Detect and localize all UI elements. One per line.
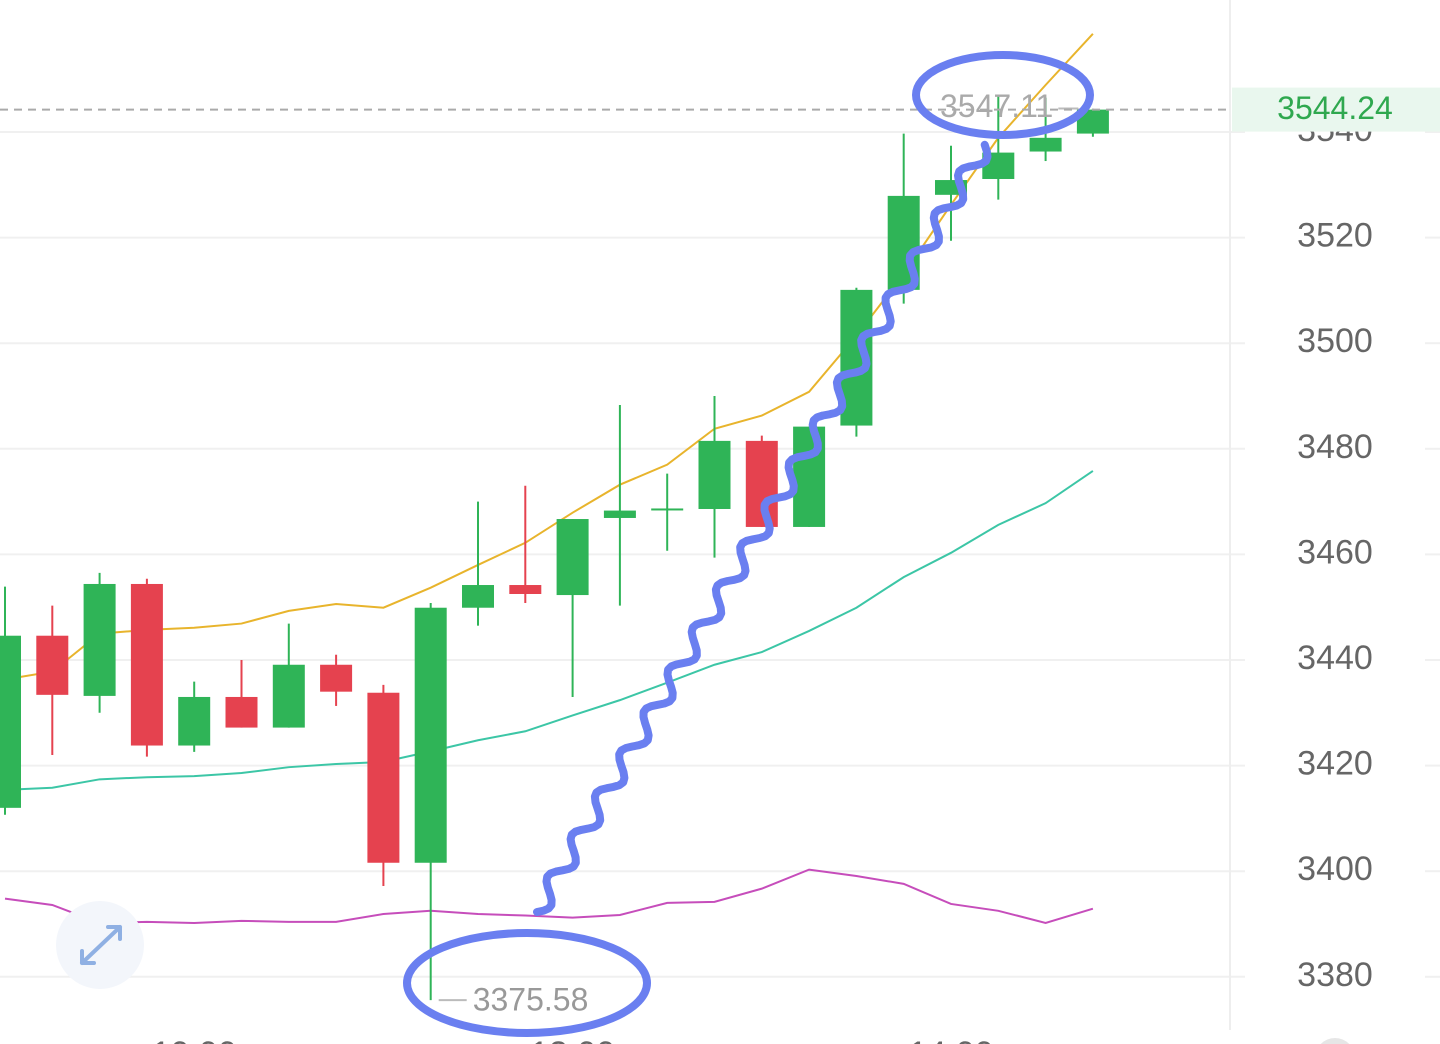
candle-body <box>83 583 116 696</box>
candle-body <box>178 696 211 746</box>
moving-averages <box>4 33 1094 924</box>
x-tick-label: 14:00 <box>908 1035 993 1044</box>
candle-body <box>414 607 447 863</box>
y-tick-label: 3520 <box>1297 217 1373 255</box>
x-tick-label: 10:00 <box>152 1035 237 1044</box>
y-tick-label: 3480 <box>1297 428 1373 466</box>
candle-body <box>698 440 731 509</box>
grid <box>0 131 1440 978</box>
y-tick-label: 3460 <box>1297 533 1373 571</box>
candle-body <box>509 585 542 594</box>
candle-body <box>1076 109 1109 134</box>
ma-line <box>4 33 1094 681</box>
y-tick-label: 3440 <box>1297 639 1373 677</box>
labels: 33803400342034403460348035003520354010:0… <box>0 87 1440 1044</box>
min-label: 3375.58 <box>473 982 589 1018</box>
max-label: 3547.11 <box>940 88 1053 124</box>
highlight-ellipse <box>403 929 651 1037</box>
candle-body <box>320 664 353 692</box>
candle-body <box>603 510 636 518</box>
x-tick-label: 13:00 <box>530 1035 615 1044</box>
candle-body <box>130 583 163 746</box>
y-tick-label: 3400 <box>1297 850 1373 888</box>
candle-body <box>36 635 69 695</box>
candle-body <box>225 696 258 728</box>
highlight-ellipse <box>912 51 1094 139</box>
candle-body <box>556 519 589 596</box>
candle-body <box>0 635 21 808</box>
squiggle-arrow <box>533 140 992 916</box>
scroll-indicator <box>1320 1038 1350 1044</box>
candle-body <box>1029 137 1062 152</box>
hand-annotations <box>403 51 1094 1037</box>
candle-body <box>272 664 305 728</box>
last-price-tag <box>1232 87 1440 132</box>
y-tick-label: 3380 <box>1297 956 1373 994</box>
candle-body <box>367 692 400 863</box>
candles <box>0 94 1109 1001</box>
expand-button[interactable] <box>56 901 144 989</box>
last-price-label: 3544.24 <box>1277 90 1393 126</box>
y-tick-label: 3420 <box>1297 745 1373 783</box>
expand-icon[interactable] <box>80 925 122 965</box>
y-tick-label: 3500 <box>1297 322 1373 360</box>
candle-body <box>651 508 684 511</box>
ma-line <box>4 470 1094 791</box>
ma-line <box>4 868 1094 924</box>
candle-body <box>462 585 494 608</box>
